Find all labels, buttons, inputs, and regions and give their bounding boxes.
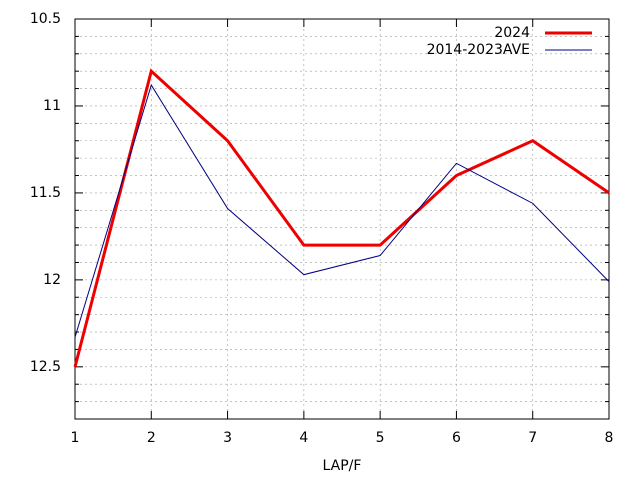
plot-frame (74, 18, 610, 420)
x-tick-label: 3 (223, 430, 232, 446)
x-tick-label: 5 (376, 430, 385, 446)
x-tick-label: 6 (452, 430, 461, 446)
x-tick-label: 7 (528, 430, 537, 446)
y-tick-label: 12 (43, 272, 61, 288)
y-tick-label: 11 (43, 98, 61, 114)
y-tick-label: 10.5 (30, 11, 61, 27)
x-tick-label: 1 (71, 430, 80, 446)
x-tick-label: 2 (147, 430, 156, 446)
x-axis-label: LAP/F (323, 458, 362, 474)
x-tick-label: 4 (299, 430, 308, 446)
y-tick-label: 11.5 (30, 185, 61, 201)
y-tick-label: 12.5 (30, 359, 61, 375)
series-line (73, 68, 610, 368)
legend-label: 2024 (494, 25, 530, 41)
series-line (74, 83, 610, 338)
x-tick-label: 8 (605, 430, 614, 446)
legend-label: 2014-2023AVE (427, 42, 530, 58)
